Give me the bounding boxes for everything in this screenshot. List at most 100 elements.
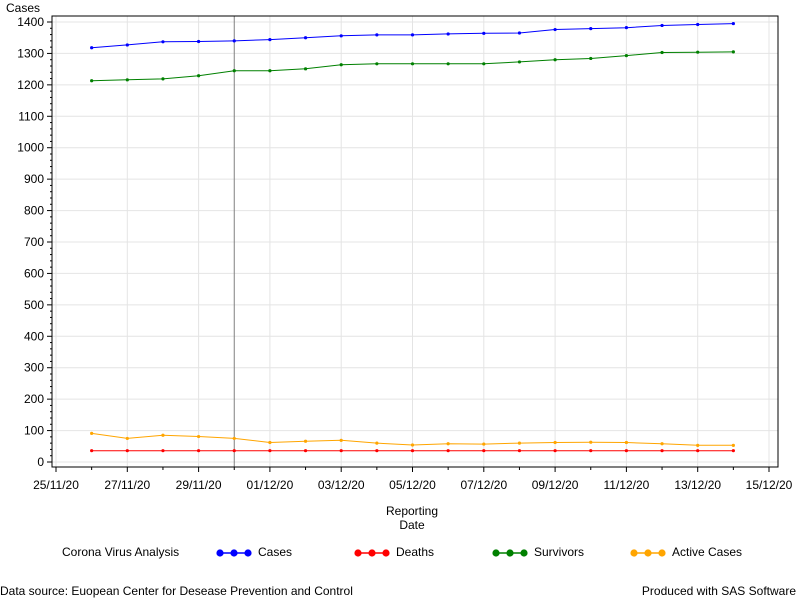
- x-tick-label: 01/12/20: [247, 478, 294, 492]
- data-point-active-cases: [375, 441, 379, 445]
- x-tick-label: 27/11/20: [104, 478, 150, 492]
- y-tick-label: 500: [24, 298, 44, 312]
- y-tick-label: 800: [24, 204, 44, 218]
- data-point-deaths: [197, 449, 201, 453]
- data-point-survivors: [268, 69, 272, 73]
- y-tick-label: 400: [24, 329, 44, 343]
- data-point-deaths: [232, 449, 236, 453]
- x-tick-label: 07/12/20: [460, 478, 507, 492]
- x-axis-label: Reporting Date: [370, 504, 454, 532]
- data-point-cases: [482, 31, 486, 35]
- y-axis-label: Cases: [6, 1, 41, 15]
- y-tick-label: 700: [24, 235, 44, 249]
- data-point-cases: [446, 32, 450, 36]
- data-point-survivors: [589, 56, 593, 61]
- x-tick-label: 03/12/20: [318, 478, 365, 492]
- legend-swatch-survivors: [492, 549, 528, 557]
- legend-label-deaths: Deaths: [396, 545, 435, 559]
- y-tick-label: 600: [24, 266, 44, 280]
- y-tick-label: 200: [24, 392, 44, 406]
- y-tick-label: 1000: [17, 141, 44, 155]
- x-axis-label-line-2: Date: [399, 518, 425, 532]
- data-point-active-cases: [410, 443, 415, 447]
- data-point-deaths: [589, 449, 593, 453]
- legend-title: Corona Virus Analysis: [62, 545, 180, 559]
- data-point-cases: [553, 27, 557, 32]
- data-point-active-cases: [731, 443, 735, 447]
- data-point-survivors: [339, 63, 343, 67]
- y-tick-label: 1100: [18, 109, 44, 123]
- data-point-deaths: [553, 449, 557, 453]
- data-point-active-cases: [660, 442, 664, 446]
- data-point-survivors: [624, 54, 629, 58]
- data-point-survivors: [303, 67, 308, 71]
- data-point-survivors: [517, 60, 522, 64]
- y-tick-label: 1200: [17, 78, 44, 92]
- data-point-deaths: [339, 449, 343, 453]
- y-tick-label: 100: [24, 424, 44, 438]
- data-point-cases: [410, 33, 415, 37]
- data-point-deaths: [375, 449, 379, 453]
- data-point-deaths: [731, 449, 735, 453]
- data-point-active-cases: [339, 438, 343, 442]
- data-point-active-cases: [268, 440, 272, 445]
- data-point-survivors: [660, 50, 664, 55]
- data-point-survivors: [410, 62, 415, 66]
- data-point-survivors: [731, 50, 735, 54]
- x-tick-label: 11/12/20: [603, 478, 649, 492]
- data-point-deaths: [410, 449, 415, 453]
- data-point-deaths: [660, 449, 664, 453]
- data-point-deaths: [696, 449, 700, 453]
- legend-label-survivors: Survivors: [534, 545, 585, 559]
- data-point-cases: [339, 34, 343, 38]
- footer-produced-with: Produced with SAS Software: [641, 584, 796, 598]
- data-point-survivors: [197, 74, 201, 78]
- data-point-active-cases: [624, 440, 629, 445]
- data-point-survivors: [125, 78, 129, 82]
- data-point-survivors: [161, 77, 165, 81]
- data-point-cases: [589, 27, 593, 31]
- data-point-cases: [696, 22, 700, 27]
- footer-data-source: Data source: Euopean Center for Desease …: [0, 584, 353, 598]
- data-point-deaths: [303, 449, 308, 453]
- x-tick-label: 05/12/20: [389, 478, 436, 492]
- data-point-active-cases: [125, 436, 129, 441]
- data-point-active-cases: [197, 434, 201, 439]
- data-point-active-cases: [553, 440, 557, 445]
- data-point-cases: [660, 23, 664, 28]
- data-point-survivors: [482, 62, 486, 66]
- data-point-deaths: [482, 449, 486, 453]
- data-point-deaths: [268, 449, 272, 453]
- x-axis-label-line-1: Reporting: [385, 504, 439, 518]
- data-point-cases: [303, 36, 308, 40]
- data-point-deaths: [161, 449, 165, 453]
- legend-label-active-cases: Active Cases: [672, 545, 743, 559]
- data-point-survivors: [375, 62, 379, 66]
- data-point-survivors: [446, 62, 450, 66]
- data-point-cases: [624, 26, 629, 30]
- data-point-cases: [375, 33, 379, 37]
- data-point-survivors: [90, 79, 94, 83]
- data-point-active-cases: [446, 442, 450, 446]
- x-tick-label: 25/11/20: [33, 478, 79, 492]
- y-tick-label: 300: [24, 361, 44, 375]
- data-point-survivors: [553, 58, 557, 62]
- data-point-cases: [731, 21, 735, 26]
- data-point-active-cases: [161, 433, 165, 437]
- data-point-cases: [268, 38, 272, 42]
- legend-label-cases: Cases: [258, 545, 293, 559]
- data-point-deaths: [90, 449, 94, 453]
- data-point-deaths: [446, 449, 450, 453]
- y-tick-label: 1400: [17, 15, 44, 29]
- data-point-active-cases: [303, 439, 308, 443]
- x-tick-label: 13/12/20: [674, 478, 721, 492]
- data-point-deaths: [624, 449, 629, 453]
- data-point-cases: [197, 39, 201, 44]
- data-point-deaths: [125, 449, 129, 453]
- data-point-survivors: [232, 69, 236, 73]
- x-tick-label: 09/12/20: [532, 478, 579, 492]
- data-point-deaths: [517, 449, 522, 453]
- y-tick-label: 1300: [17, 46, 44, 60]
- data-point-active-cases: [482, 442, 486, 446]
